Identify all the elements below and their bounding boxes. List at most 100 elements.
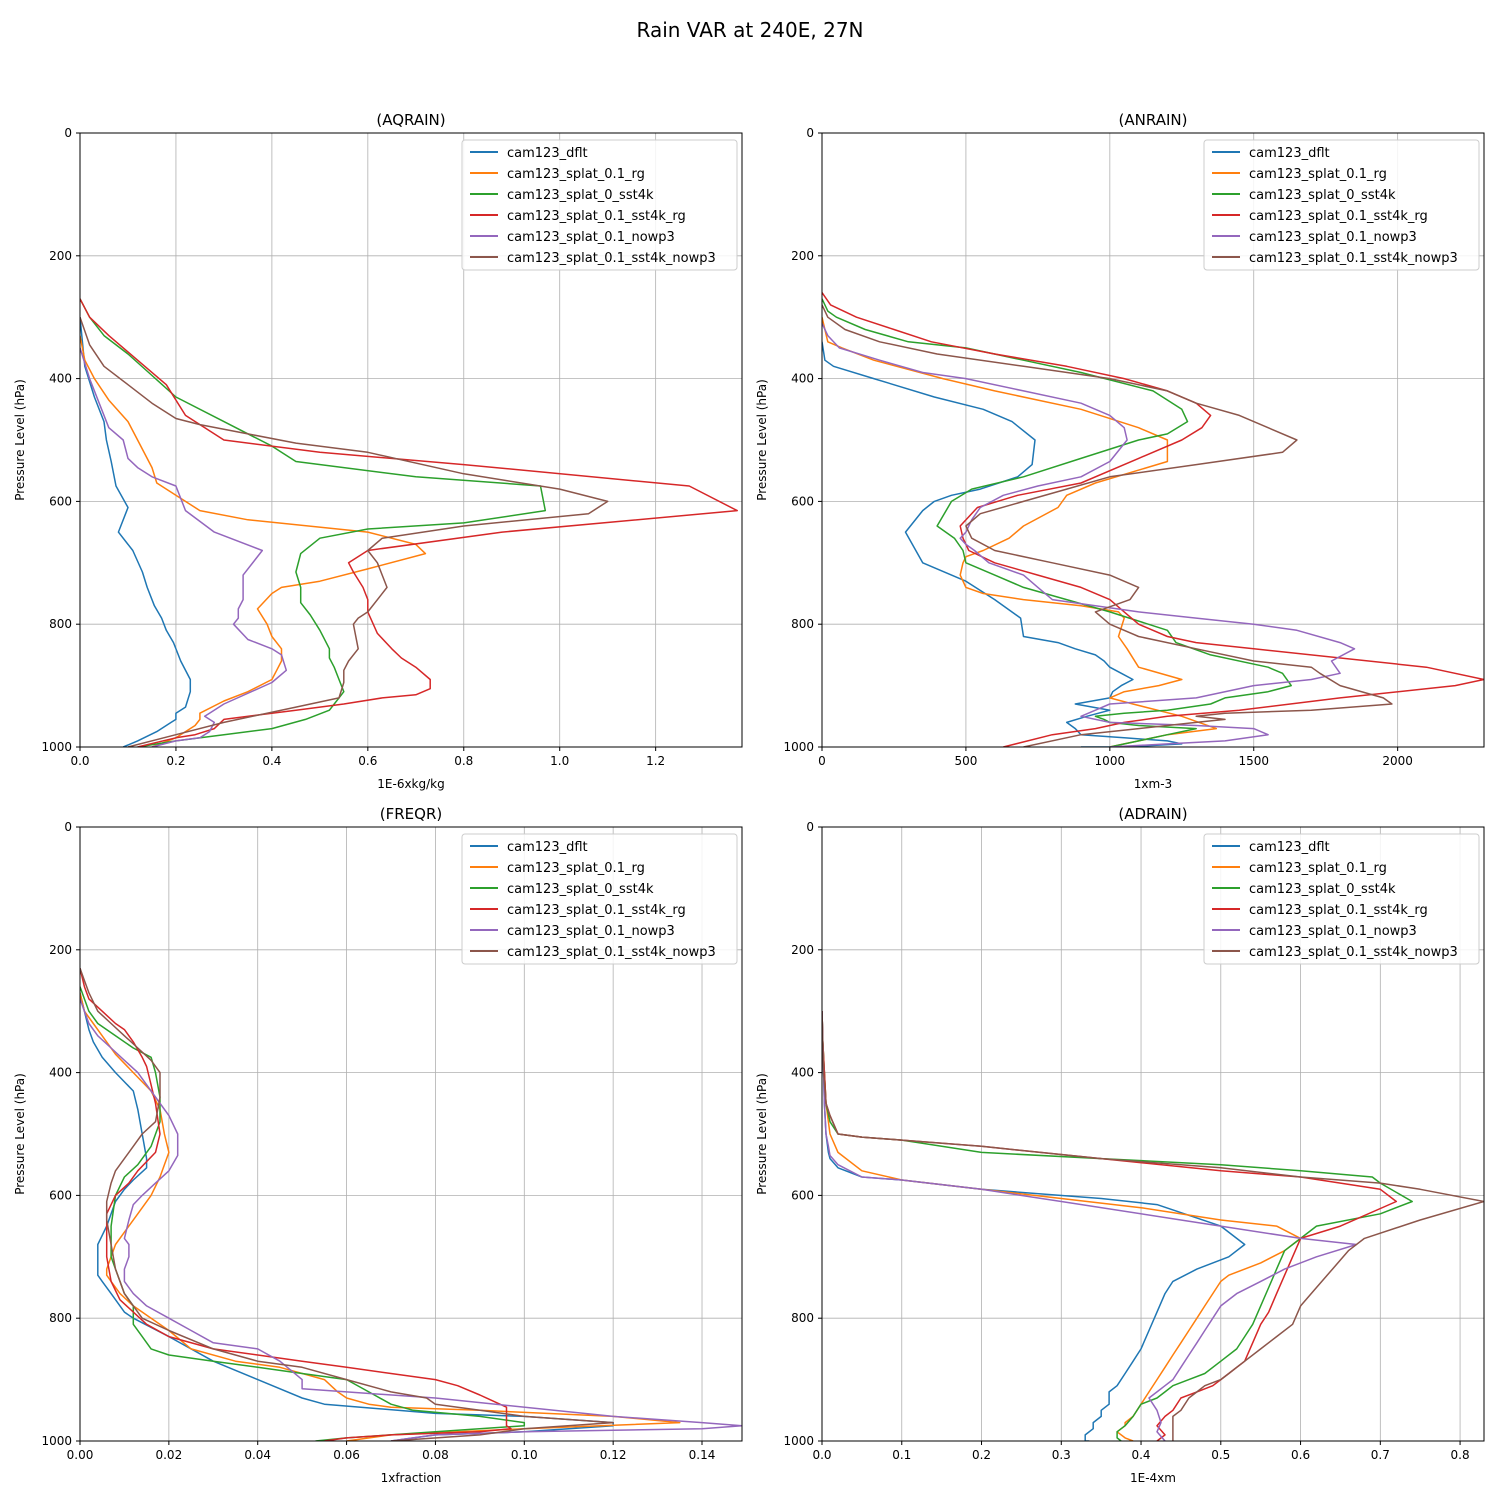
y-tick-label: 200 (791, 249, 814, 263)
legend-label: cam123_splat_0.1_sst4k_nowp3 (1249, 251, 1458, 266)
series-line-cam123_splat_0.1_sst4k_nowp3 (822, 304, 1393, 747)
series-line-cam123_splat_0.1_rg (822, 317, 1218, 747)
legend-label: cam123_splat_0_sst4k (1249, 188, 1396, 203)
x-tick-label: 500 (954, 754, 977, 768)
x-tick-label: 0.04 (244, 1448, 271, 1462)
x-tick-label: 0.1 (892, 1448, 911, 1462)
series-group (80, 967, 742, 1441)
series-line-cam123_splat_0.1_rg (80, 335, 427, 747)
y-tick-label: 600 (49, 1188, 72, 1202)
x-tick-label: 0.14 (689, 1448, 716, 1462)
y-tick-label: 800 (49, 1311, 72, 1325)
y-tick-label: 0 (64, 126, 72, 140)
x-tick-label: 1000 (1095, 754, 1126, 768)
legend-label: cam123_splat_0.1_sst4k_nowp3 (507, 251, 716, 266)
y-tick-label: 1000 (41, 740, 72, 754)
legend-label: cam123_splat_0.1_nowp3 (1249, 230, 1417, 245)
y-axis-label: Pressure Level (hPa) (13, 379, 27, 501)
x-tick-label: 0.5 (1211, 1448, 1230, 1462)
x-tick-label: 0.02 (155, 1448, 182, 1462)
series-line-cam123_splat_0_sst4k (822, 298, 1292, 747)
legend-label: cam123_splat_0.1_rg (1249, 861, 1387, 876)
series-group (822, 1011, 1484, 1441)
legend: cam123_dflt cam123_splat_0.1_rg cam123_spl… (461, 833, 738, 965)
legend-box (461, 833, 738, 965)
x-tick-label: 0.12 (600, 1448, 627, 1462)
x-tick-label: 0.06 (333, 1448, 360, 1462)
x-axis-label: 1xfraction (381, 1471, 442, 1485)
legend-label: cam123_splat_0.1_sst4k_nowp3 (1249, 945, 1458, 960)
legend: cam123_dflt cam123_splat_0.1_rg cam123_spl… (461, 139, 738, 271)
y-tick-label: 400 (49, 372, 72, 386)
y-tick-label: 200 (49, 943, 72, 957)
legend-label: cam123_splat_0.1_sst4k_nowp3 (507, 945, 716, 960)
x-tick-label: 2000 (1382, 754, 1413, 768)
x-tick-label: 0.4 (262, 754, 281, 768)
x-tick-label: 0.6 (358, 754, 377, 768)
legend: cam123_dflt cam123_splat_0.1_rg cam123_spl… (1203, 139, 1480, 271)
legend-label: cam123_splat_0_sst4k (507, 188, 654, 203)
y-axis-label: Pressure Level (hPa) (755, 379, 769, 501)
series-line-cam123_dflt (80, 317, 192, 747)
legend-label: cam123_dflt (1249, 146, 1330, 161)
series-line-cam123_splat_0.1_nowp3 (822, 322, 1356, 747)
x-tick-label: 0.00 (67, 1448, 94, 1462)
legend-label: cam123_splat_0.1_rg (507, 167, 645, 182)
legend-label: cam123_dflt (1249, 840, 1330, 855)
x-tick-label: 0.10 (511, 1448, 538, 1462)
series-line-cam123_splat_0.1_nowp3 (822, 1011, 1358, 1441)
y-tick-label: 400 (49, 1066, 72, 1080)
axes-frame (79, 132, 743, 748)
legend: cam123_dflt cam123_splat_0.1_rg cam123_spl… (1203, 833, 1480, 965)
legend-label: cam123_splat_0.1_sst4k_rg (1249, 903, 1428, 918)
x-tick-label: 0.7 (1371, 1448, 1390, 1462)
y-tick-label: 400 (791, 1066, 814, 1080)
x-tick-label: 1500 (1238, 754, 1269, 768)
axes-frame (821, 826, 1485, 1442)
axes-title: (AQRAIN) (376, 111, 445, 129)
x-tick-label: 0.4 (1131, 1448, 1150, 1462)
x-tick-label: 0.3 (1052, 1448, 1071, 1462)
y-tick-label: 0 (64, 820, 72, 834)
series-line-cam123_splat_0.1_sst4k_nowp3 (80, 316, 609, 747)
x-tick-label: 0 (818, 754, 826, 768)
y-tick-label: 200 (791, 943, 814, 957)
x-tick-label: 0.0 (70, 754, 89, 768)
legend-label: cam123_splat_0.1_nowp3 (507, 924, 675, 939)
legend-label: cam123_dflt (507, 146, 588, 161)
legend-label: cam123_splat_0.1_sst4k_rg (1249, 209, 1428, 224)
figure-title: Rain VAR at 240E, 27N (636, 18, 863, 42)
series-group (80, 298, 738, 747)
panel-anrain: 0 500 1000 1500 2000 0 200 400 600 800 1000 (ANRAIN… (755, 111, 1485, 791)
x-tick-label: 1.0 (550, 754, 569, 768)
legend-label: cam123_splat_0.1_nowp3 (507, 230, 675, 245)
y-tick-label: 0 (806, 820, 814, 834)
panel-freqr: 0.00 0.02 0.04 0.06 0.08 0.10 0.12 0.14 0 200 400 6… (13, 805, 743, 1485)
series-line-cam123_splat_0_sst4k (80, 298, 547, 747)
legend-label: cam123_splat_0.1_rg (507, 861, 645, 876)
legend-label: cam123_splat_0.1_sst4k_rg (507, 209, 686, 224)
y-tick-label: 400 (791, 372, 814, 386)
x-tick-label: 0.2 (166, 754, 185, 768)
series-line-cam123_splat_0.1_sst4k_rg (822, 292, 1484, 747)
y-tick-label: 600 (791, 494, 814, 508)
y-tick-label: 1000 (783, 740, 814, 754)
legend-box (1203, 833, 1480, 965)
y-tick-label: 600 (791, 1188, 814, 1202)
series-line-cam123_dflt (822, 1011, 1246, 1441)
x-axis-label: 1E-4xm (1130, 1471, 1176, 1485)
y-tick-label: 800 (791, 1311, 814, 1325)
series-line-cam123_dflt (822, 341, 1183, 747)
legend-label: cam123_splat_0.1_sst4k_rg (507, 903, 686, 918)
x-tick-label: 0.0 (812, 1448, 831, 1462)
x-tick-label: 0.2 (972, 1448, 991, 1462)
axes-title: (ANRAIN) (1119, 111, 1188, 129)
y-tick-label: 800 (791, 617, 814, 631)
y-tick-label: 1000 (41, 1434, 72, 1448)
series-group (822, 292, 1484, 747)
y-tick-label: 800 (49, 617, 72, 631)
y-axis-label: Pressure Level (hPa) (755, 1073, 769, 1195)
axes-title: (ADRAIN) (1118, 805, 1187, 823)
y-tick-label: 0 (806, 126, 814, 140)
